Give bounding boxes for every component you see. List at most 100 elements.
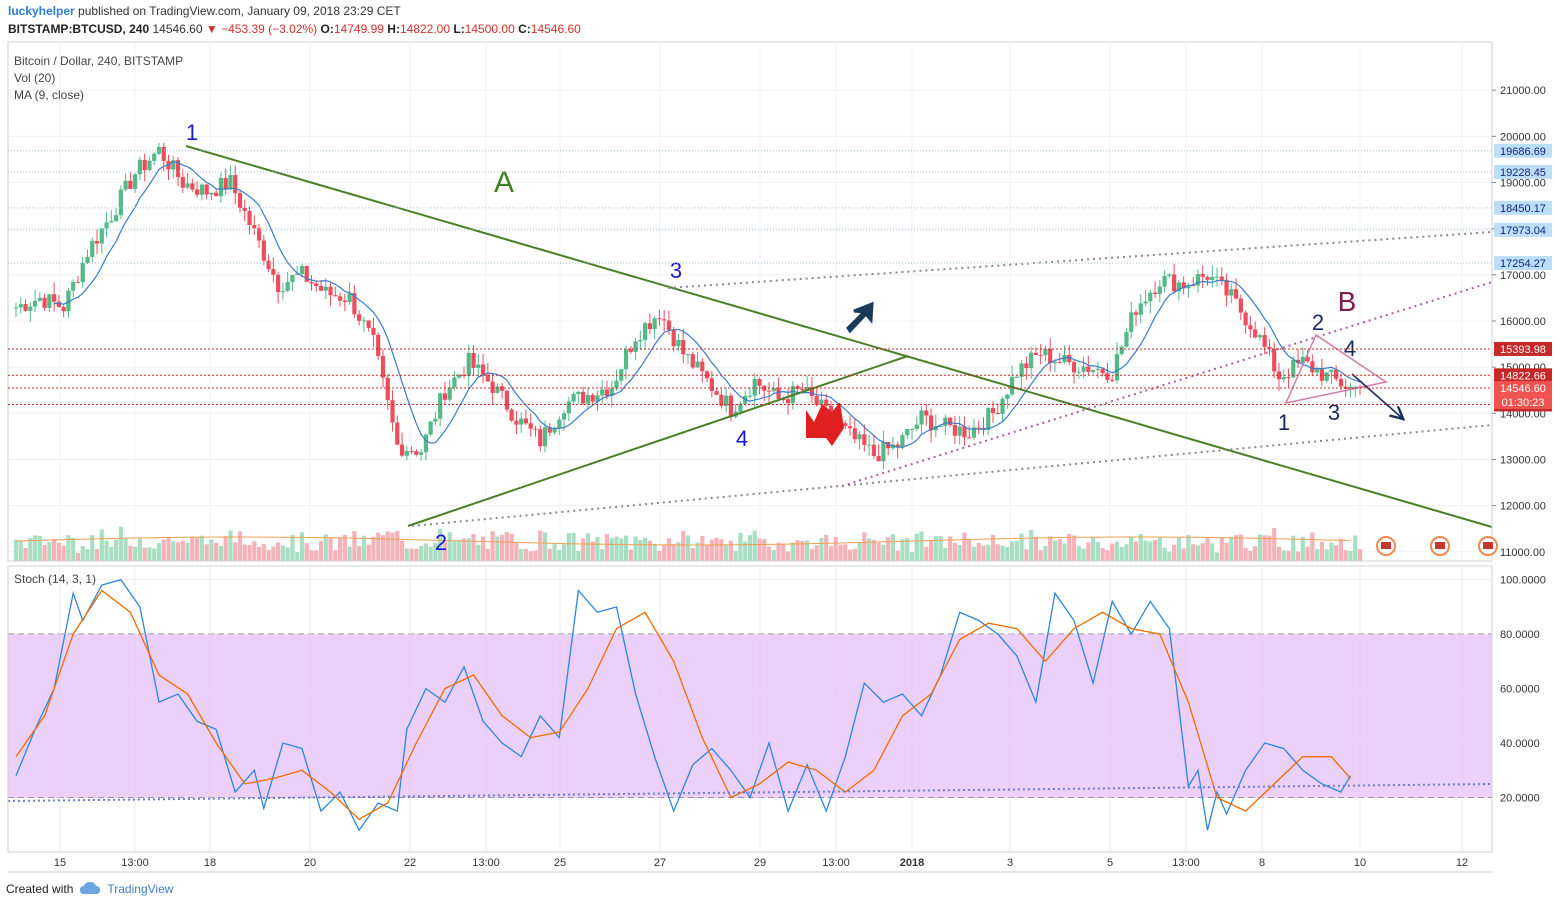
volume-bar bbox=[1119, 546, 1124, 561]
volume-bar bbox=[47, 541, 52, 561]
candle-body bbox=[152, 153, 157, 161]
high-label: H: bbox=[387, 22, 400, 36]
volume-bar bbox=[304, 543, 309, 561]
volume-bar bbox=[766, 546, 772, 561]
volume-bar bbox=[18, 540, 23, 561]
candle-body bbox=[32, 300, 38, 307]
candle-body bbox=[728, 395, 733, 417]
candle-body bbox=[533, 428, 538, 430]
candle-body bbox=[199, 184, 204, 195]
volume-bar bbox=[943, 548, 948, 561]
candle-body bbox=[438, 393, 443, 419]
volume-bar bbox=[237, 531, 243, 561]
price-marker-label: 17254.27 bbox=[1500, 258, 1546, 270]
candle-body bbox=[552, 427, 557, 433]
candle-body bbox=[695, 361, 700, 368]
open-label: O: bbox=[320, 22, 334, 36]
candle-body bbox=[466, 352, 471, 377]
candle-body bbox=[104, 222, 109, 229]
volume-bar bbox=[1100, 548, 1105, 561]
volume-bar bbox=[1057, 538, 1062, 561]
candle-body bbox=[1238, 298, 1243, 313]
volume-bar bbox=[609, 538, 614, 561]
volume-bar bbox=[271, 546, 276, 561]
volume-bar bbox=[514, 543, 519, 561]
volume-bar bbox=[695, 542, 700, 561]
volume-bar bbox=[638, 540, 643, 561]
candle-body bbox=[42, 297, 47, 308]
volume-bar bbox=[1295, 551, 1301, 561]
up-arrow-icon bbox=[846, 301, 874, 334]
candle-body bbox=[1057, 361, 1062, 363]
volume-bar bbox=[352, 531, 357, 561]
candle-body bbox=[218, 177, 224, 197]
price-marker-tag bbox=[1494, 143, 1552, 158]
author-link[interactable]: luckyhelper bbox=[8, 4, 75, 18]
volume-bar bbox=[652, 543, 657, 561]
price-marker-label: 19686.69 bbox=[1500, 146, 1546, 158]
volume-bar bbox=[395, 530, 400, 561]
volume-bar bbox=[1029, 529, 1034, 561]
tradingview-link[interactable]: TradingView bbox=[107, 882, 174, 896]
wave-label: 2 bbox=[435, 530, 447, 555]
volume-bar bbox=[423, 543, 428, 561]
candle-body bbox=[990, 408, 996, 414]
candle-body bbox=[1191, 285, 1196, 287]
price-marker-label: 14546.60 bbox=[1500, 383, 1546, 395]
price-axis-label: 19000.00 bbox=[1500, 177, 1546, 189]
candle-body bbox=[542, 427, 548, 447]
volume-bar bbox=[690, 547, 695, 561]
stoch-axis-label: 60.0000 bbox=[1500, 684, 1540, 696]
volume-bar bbox=[299, 532, 305, 561]
volume-bar bbox=[933, 536, 938, 561]
time-axis-label: 25 bbox=[554, 857, 566, 869]
candle-body bbox=[924, 410, 929, 416]
candle-body bbox=[757, 379, 762, 386]
candle-body bbox=[1024, 363, 1029, 369]
volume-bar bbox=[342, 535, 347, 561]
candle-body bbox=[905, 429, 910, 436]
time-axis-label: 2018 bbox=[900, 857, 924, 869]
volume-bar bbox=[323, 534, 328, 561]
candle-body bbox=[347, 293, 352, 303]
candle-body bbox=[852, 428, 857, 440]
volume-bar bbox=[152, 548, 157, 561]
candle-body bbox=[61, 306, 66, 312]
candle-body bbox=[266, 260, 271, 270]
volume-bar bbox=[128, 545, 133, 561]
candle-body bbox=[1076, 371, 1081, 373]
volume-bar bbox=[1281, 550, 1286, 561]
volume-bar bbox=[204, 544, 209, 561]
volume-bar bbox=[595, 536, 600, 561]
wave-label: 3 bbox=[670, 258, 682, 283]
price-marker-tag bbox=[1494, 341, 1552, 356]
stoch-lines bbox=[15, 578, 1352, 832]
candle-body bbox=[876, 455, 881, 462]
time-axis-label: 15 bbox=[54, 857, 66, 869]
candle-body bbox=[1148, 292, 1153, 302]
volume-bar bbox=[256, 546, 262, 561]
volume-bar bbox=[252, 541, 257, 561]
volume-bar bbox=[285, 547, 290, 561]
candle-body bbox=[986, 408, 991, 430]
volume-bar bbox=[399, 540, 405, 561]
candle-body bbox=[633, 341, 638, 353]
candle-body bbox=[514, 420, 519, 425]
volume-bar bbox=[371, 536, 376, 561]
candle-body bbox=[1033, 352, 1039, 356]
ma-legend: MA (9, close) bbox=[14, 88, 85, 102]
volume-bar bbox=[66, 535, 71, 561]
volume-bar bbox=[976, 542, 981, 561]
candle-body bbox=[1110, 379, 1115, 381]
candle-body bbox=[557, 419, 562, 428]
candle-body bbox=[1300, 356, 1305, 363]
volume-bar bbox=[1214, 552, 1220, 561]
candle-body bbox=[709, 378, 714, 392]
volume-bar bbox=[623, 535, 629, 561]
volume-bar bbox=[1095, 541, 1100, 561]
candle-body bbox=[581, 391, 586, 404]
candle-body bbox=[1129, 312, 1134, 332]
stoch-d-line bbox=[15, 589, 1351, 821]
volume-bar bbox=[538, 530, 543, 561]
